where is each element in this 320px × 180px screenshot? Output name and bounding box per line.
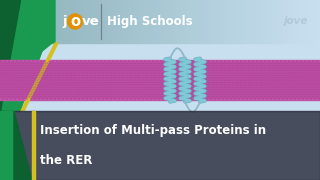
Polygon shape (0, 43, 52, 69)
Bar (240, 0, 245, 43)
Bar (139, 0, 144, 43)
Bar (37, 0, 43, 43)
Bar (165, 0, 171, 43)
Polygon shape (0, 0, 20, 111)
Bar (171, 0, 176, 43)
Text: the RER: the RER (40, 154, 92, 167)
Bar (155, 0, 160, 43)
Text: j: j (62, 15, 67, 28)
Bar (43, 0, 48, 43)
Bar (251, 0, 256, 43)
Bar (123, 0, 128, 43)
Bar (0, 111, 14, 180)
Polygon shape (0, 0, 28, 43)
Bar (101, 0, 107, 43)
Bar (235, 0, 240, 43)
Bar (80, 0, 85, 43)
Bar (16, 0, 21, 43)
Bar (197, 0, 203, 43)
Bar (117, 0, 123, 43)
Bar (0, 0, 5, 43)
Polygon shape (14, 111, 32, 180)
Bar (181, 0, 187, 43)
Text: High Schools: High Schools (107, 15, 193, 28)
Bar (64, 0, 69, 43)
Bar (192, 0, 197, 43)
Bar (11, 0, 16, 43)
Bar (112, 0, 117, 43)
Bar (267, 0, 272, 43)
Bar (69, 0, 75, 43)
Bar (27, 0, 32, 43)
Bar (277, 0, 283, 43)
Bar (245, 0, 251, 43)
Bar (261, 0, 267, 43)
Text: ve: ve (82, 15, 100, 28)
Text: o: o (70, 14, 80, 29)
Bar (107, 0, 112, 43)
Bar (208, 0, 213, 43)
Bar (288, 0, 293, 43)
Bar (256, 0, 261, 43)
Polygon shape (0, 0, 55, 111)
Bar (203, 0, 208, 43)
Bar (0, 111, 320, 180)
Bar (309, 0, 315, 43)
Bar (59, 0, 64, 43)
Bar (32, 111, 35, 180)
Bar (32, 0, 37, 43)
Bar (75, 0, 80, 43)
Bar (133, 0, 139, 43)
Text: jove: jove (284, 17, 308, 26)
Bar (229, 0, 235, 43)
Polygon shape (21, 43, 58, 111)
Bar (85, 0, 91, 43)
Bar (48, 0, 53, 43)
Bar (293, 0, 299, 43)
Bar (144, 0, 149, 43)
Bar (5, 0, 11, 43)
Bar (0, 60, 320, 100)
Bar (272, 0, 277, 43)
Bar (53, 0, 59, 43)
Bar (128, 0, 133, 43)
Bar (176, 0, 181, 43)
Bar (187, 0, 192, 43)
Bar (160, 0, 165, 43)
Bar (315, 0, 320, 43)
Bar (219, 0, 224, 43)
Text: Insertion of Multi-pass Proteins in: Insertion of Multi-pass Proteins in (40, 124, 266, 137)
Bar (224, 0, 229, 43)
Bar (283, 0, 288, 43)
Bar (21, 0, 27, 43)
Bar (213, 0, 219, 43)
Bar (304, 0, 309, 43)
Bar (91, 0, 96, 43)
Bar (149, 0, 155, 43)
Bar (96, 0, 101, 43)
Bar (299, 0, 304, 43)
